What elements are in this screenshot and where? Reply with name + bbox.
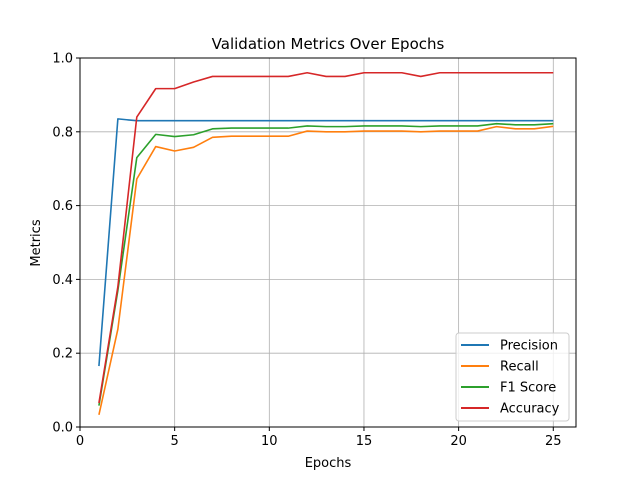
y-axis-ticks: 0.0 0.2 0.4 0.6 0.8 1.0 — [52, 52, 80, 436]
series-line-recall — [98, 125, 554, 415]
x-tick-label: 25 — [545, 434, 562, 449]
x-tick-label: 5 — [171, 434, 179, 449]
x-axis-label: Epochs — [305, 456, 352, 471]
legend-label-recall: Recall — [500, 360, 539, 375]
x-tick-label: 15 — [356, 434, 373, 449]
legend-box — [455, 332, 570, 422]
legend-label-accuracy: Accuracy — [500, 402, 560, 417]
y-tick-label: 0.0 — [52, 421, 73, 436]
y-tick-label: 0.2 — [52, 347, 73, 362]
legend-label-f1-score: F1 Score — [500, 381, 556, 396]
x-tick-label: 0 — [76, 434, 84, 449]
series-line-precision — [98, 118, 554, 367]
y-tick-label: 1.0 — [52, 52, 73, 67]
plot-frame — [79, 57, 577, 428]
series-lines — [98, 71, 554, 415]
y-axis-label: Metrics — [29, 219, 44, 266]
legend-label-precision: Precision — [500, 339, 558, 354]
legend: Precision Recall F1 Score Accuracy — [455, 332, 570, 422]
y-tick-label: 0.8 — [52, 125, 73, 140]
chart-title: Validation Metrics Over Epochs — [212, 35, 445, 53]
series-line-f1-score — [98, 122, 554, 406]
y-tick-label: 0.6 — [52, 199, 73, 214]
x-tick-label: 10 — [261, 434, 278, 449]
y-tick-label: 0.4 — [52, 273, 73, 288]
x-tick-label: 20 — [450, 434, 467, 449]
x-axis-ticks: 0 5 10 15 20 25 — [76, 427, 562, 449]
series-line-accuracy — [98, 71, 554, 404]
